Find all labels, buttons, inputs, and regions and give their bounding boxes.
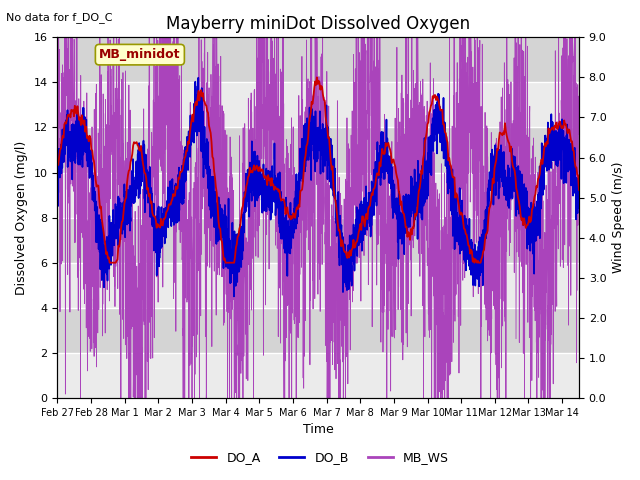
Bar (58, 83, 579, 128)
DO_B (54, 180, 61, 186)
DO_A (363, 211, 371, 216)
DO_A (313, 74, 321, 80)
DO_A (575, 187, 583, 192)
DO_B (144, 169, 152, 175)
Bar (58, 217, 579, 263)
DO_A (54, 161, 61, 167)
DO_B (276, 207, 284, 213)
DO_B (254, 174, 262, 180)
Bar (58, 308, 579, 353)
DO_A (291, 212, 298, 218)
DO_B (195, 75, 202, 81)
DO_A (404, 234, 412, 240)
MB_WS (54, 99, 61, 105)
Line: DO_A: DO_A (58, 77, 579, 263)
MB_WS (276, 66, 284, 72)
DO_A (189, 112, 196, 118)
DO_A (448, 170, 456, 176)
DO_B (230, 294, 238, 300)
DO_B (565, 144, 573, 150)
X-axis label: Time: Time (303, 423, 333, 436)
DO_B (113, 206, 121, 212)
DO_A (106, 260, 113, 265)
Bar (58, 172, 579, 217)
DO_B (575, 200, 583, 205)
Line: MB_WS: MB_WS (58, 37, 579, 398)
MB_WS (565, 243, 573, 249)
MB_WS (113, 206, 121, 212)
Y-axis label: Wind Speed (m/s): Wind Speed (m/s) (612, 162, 625, 274)
DO_A (147, 200, 154, 206)
Text: No data for f_DO_C: No data for f_DO_C (6, 12, 113, 23)
Bar (58, 263, 579, 308)
MB_WS (509, 194, 516, 200)
MB_WS (55, 35, 63, 40)
Bar (58, 353, 579, 398)
Bar (58, 37, 579, 83)
Bar (58, 128, 579, 172)
MB_WS (77, 395, 84, 401)
MB_WS (145, 387, 152, 393)
Text: MB_minidot: MB_minidot (99, 48, 180, 61)
MB_WS (254, 55, 262, 61)
Title: Mayberry miniDot Dissolved Oxygen: Mayberry miniDot Dissolved Oxygen (166, 15, 470, 33)
Y-axis label: Dissolved Oxygen (mg/l): Dissolved Oxygen (mg/l) (15, 141, 28, 295)
Legend: DO_A, DO_B, MB_WS: DO_A, DO_B, MB_WS (186, 446, 454, 469)
Line: DO_B: DO_B (58, 78, 579, 297)
MB_WS (575, 129, 583, 135)
DO_B (509, 185, 516, 191)
